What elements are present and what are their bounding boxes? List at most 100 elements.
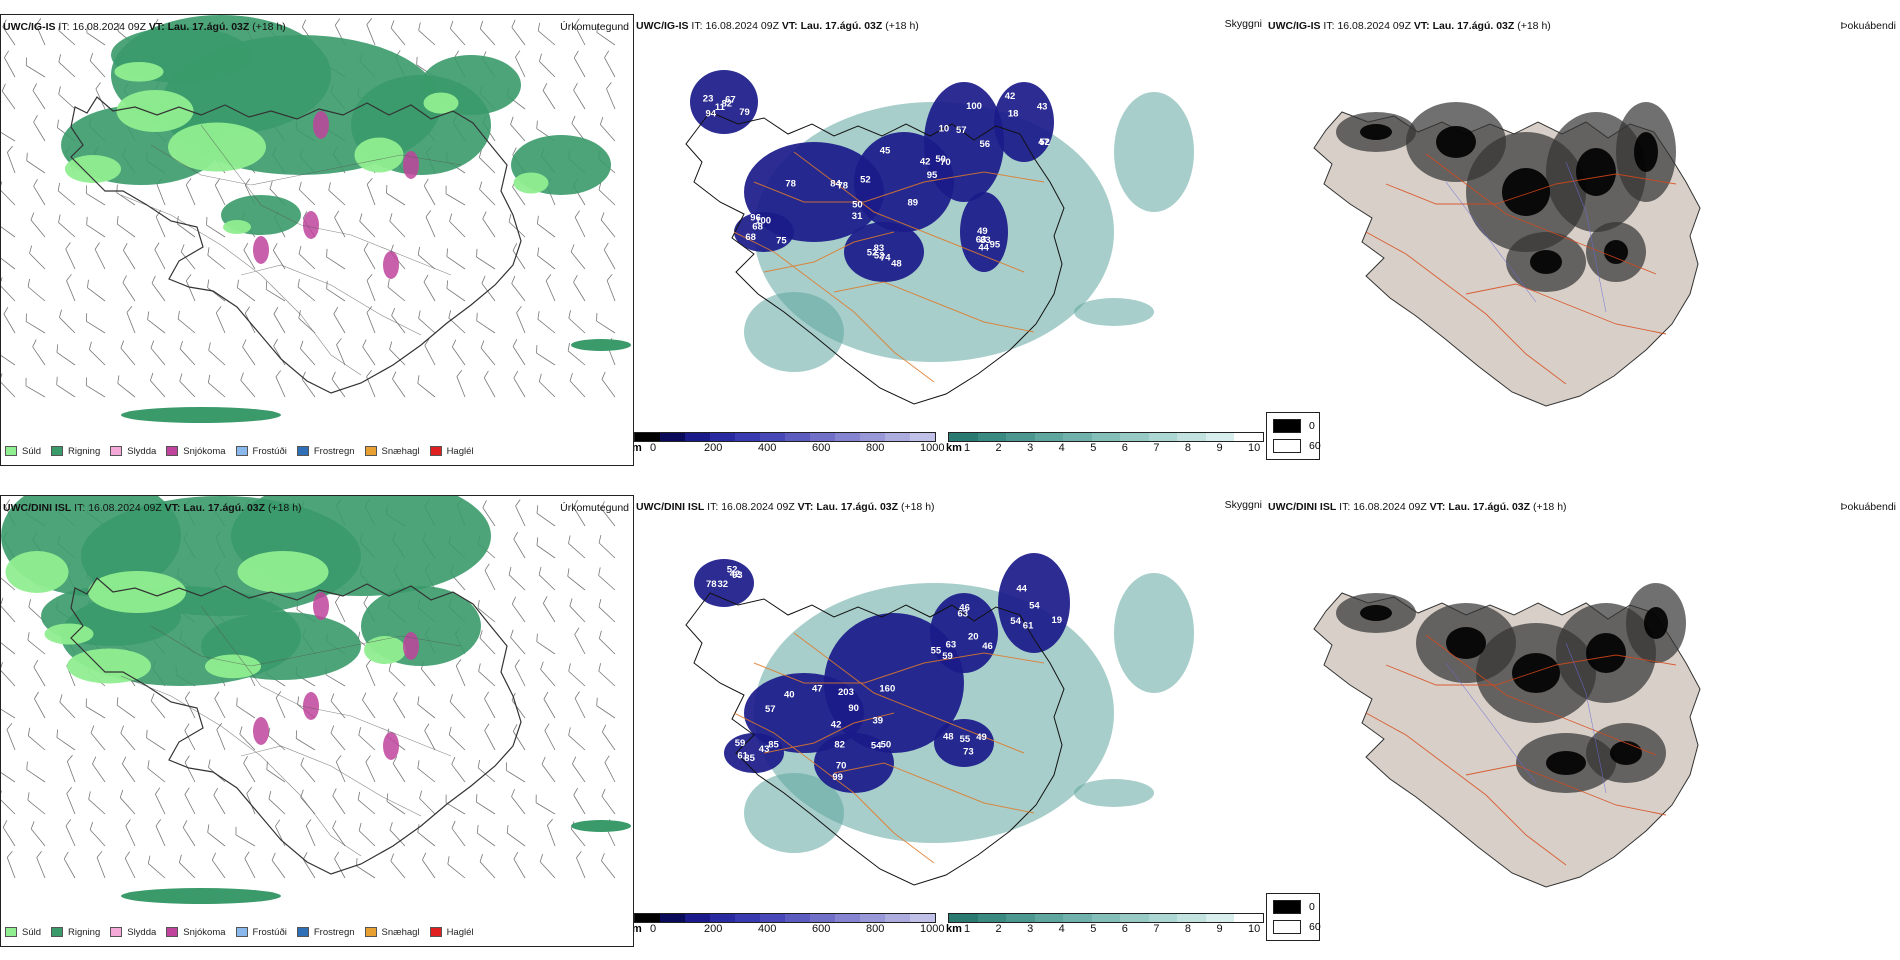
it-value: 16.08.2024 09Z <box>88 502 162 514</box>
wind-barb <box>478 340 500 365</box>
colorbar-cell <box>1234 914 1263 922</box>
wind-barb <box>536 567 560 590</box>
colorbar-cell <box>1035 914 1064 922</box>
wind-barb <box>1 182 20 205</box>
cloud-base-label: 95 <box>927 170 938 181</box>
legend-item: Slydda <box>110 443 156 459</box>
wind-barb <box>455 370 471 397</box>
wind-barb <box>1 698 19 718</box>
drizzle-area <box>238 551 329 593</box>
wind-barb <box>476 663 500 686</box>
fog-indicator-panel: UWC/IG-IS IT: 16.08.2024 09Z VT: Lau. 17… <box>1266 14 1900 466</box>
it-label: IT: <box>691 20 702 32</box>
cloud-base-label: 63 <box>946 640 957 651</box>
wind-barb <box>242 756 261 782</box>
wind-barb <box>533 634 558 654</box>
wind-barb <box>387 213 410 237</box>
colorbar-tick: 600 <box>812 923 830 935</box>
wind-barb <box>333 852 352 878</box>
wind-barb <box>83 699 109 718</box>
wind-barb <box>56 215 80 237</box>
wind-barb <box>477 854 500 878</box>
wind-barb <box>478 21 501 45</box>
wind-barb <box>121 275 141 301</box>
fog-core <box>1360 124 1392 140</box>
wind-barb <box>83 217 109 237</box>
wind-barb <box>298 790 320 814</box>
visibility-area <box>1114 573 1194 693</box>
cloud-base-label: 78 <box>785 178 796 189</box>
fog-legend-item: 0 <box>1273 419 1315 433</box>
legend-label: Haglél <box>447 446 474 457</box>
wind-barb <box>335 755 352 782</box>
cloud-base-label: 47 <box>1038 137 1049 148</box>
wind-barb <box>25 279 49 301</box>
precip-panel-name: Úrkomutegund <box>560 21 629 33</box>
wind-barb <box>474 825 499 846</box>
wind-barb <box>28 213 50 237</box>
wind-barb <box>83 377 109 397</box>
lead-time: (+18 h) <box>1533 501 1567 513</box>
fog-core <box>1546 751 1586 775</box>
visibility-area <box>1114 92 1194 212</box>
cloud-base-label: 46 <box>982 641 993 652</box>
wind-barb <box>32 179 51 205</box>
wind-barb <box>233 698 259 718</box>
wind-barb <box>272 307 291 333</box>
cloud-base-label: 59 <box>735 738 746 749</box>
wind-barb <box>569 244 591 269</box>
cloud-base-label: 20 <box>968 631 979 642</box>
wind-barb <box>185 178 202 205</box>
colorbar-tick: 3 <box>1027 442 1033 454</box>
it-label: IT: <box>707 501 718 513</box>
wind-barb <box>533 795 559 814</box>
colorbar-cell <box>710 914 735 922</box>
wind-barb <box>323 249 349 269</box>
wind-barb <box>121 243 141 269</box>
it-value: 16.08.2024 09Z <box>721 501 795 513</box>
cloud-base-label: 59 <box>942 651 953 662</box>
wind-barb <box>538 662 560 686</box>
wind-barb <box>213 179 231 205</box>
it-label: IT: <box>58 21 69 33</box>
wind-barb <box>332 307 351 333</box>
colorbar-tick: 400 <box>758 442 776 454</box>
panel-title: UWC/DINI ISL IT: 16.08.2024 09Z VT: Lau.… <box>3 502 302 514</box>
wind-barb <box>143 730 169 750</box>
colorbar-tick: 5 <box>1090 442 1096 454</box>
legend-item: Snæhagl <box>365 443 420 459</box>
wind-barb <box>534 248 559 269</box>
wind-barb <box>365 18 381 45</box>
wind-barb <box>305 819 322 846</box>
wind-barb <box>23 153 48 173</box>
wind-barb <box>205 824 230 846</box>
wind-barb <box>274 370 291 397</box>
rain-area <box>121 888 281 904</box>
wind-barb <box>596 182 620 205</box>
wind-barb <box>31 115 50 141</box>
legend-swatch <box>297 927 309 937</box>
fog-core <box>1512 653 1560 693</box>
cloud-base-area <box>924 82 1004 202</box>
wind-barb <box>323 281 349 301</box>
wind-barb <box>605 82 622 109</box>
colorbar-tick: 1000 <box>920 923 944 935</box>
wind-barb <box>93 243 111 269</box>
legend-item: Rigning <box>51 443 100 459</box>
wind-barb <box>177 341 200 365</box>
vt-label: VT: <box>149 21 165 33</box>
model-name: UWC/IG-IS <box>1268 20 1321 32</box>
fog-indicator-panel: UWC/DINI ISL IT: 16.08.2024 09Z VT: Lau.… <box>1266 495 1900 947</box>
fog-legend-value: 60 <box>1309 921 1321 933</box>
wind-barb <box>205 375 229 397</box>
wind-barb <box>473 313 499 333</box>
legend-swatch <box>5 446 17 456</box>
cloud-base-label: 45 <box>880 146 891 157</box>
wind-barb <box>148 373 171 397</box>
wind-barb <box>149 693 171 718</box>
cloud-base-label: 82 <box>834 739 845 750</box>
wind-barb <box>328 693 350 718</box>
wind-barb <box>206 342 230 365</box>
cloud-base-label: 68 <box>745 232 756 243</box>
model-name: UWC/DINI ISL <box>3 502 71 514</box>
